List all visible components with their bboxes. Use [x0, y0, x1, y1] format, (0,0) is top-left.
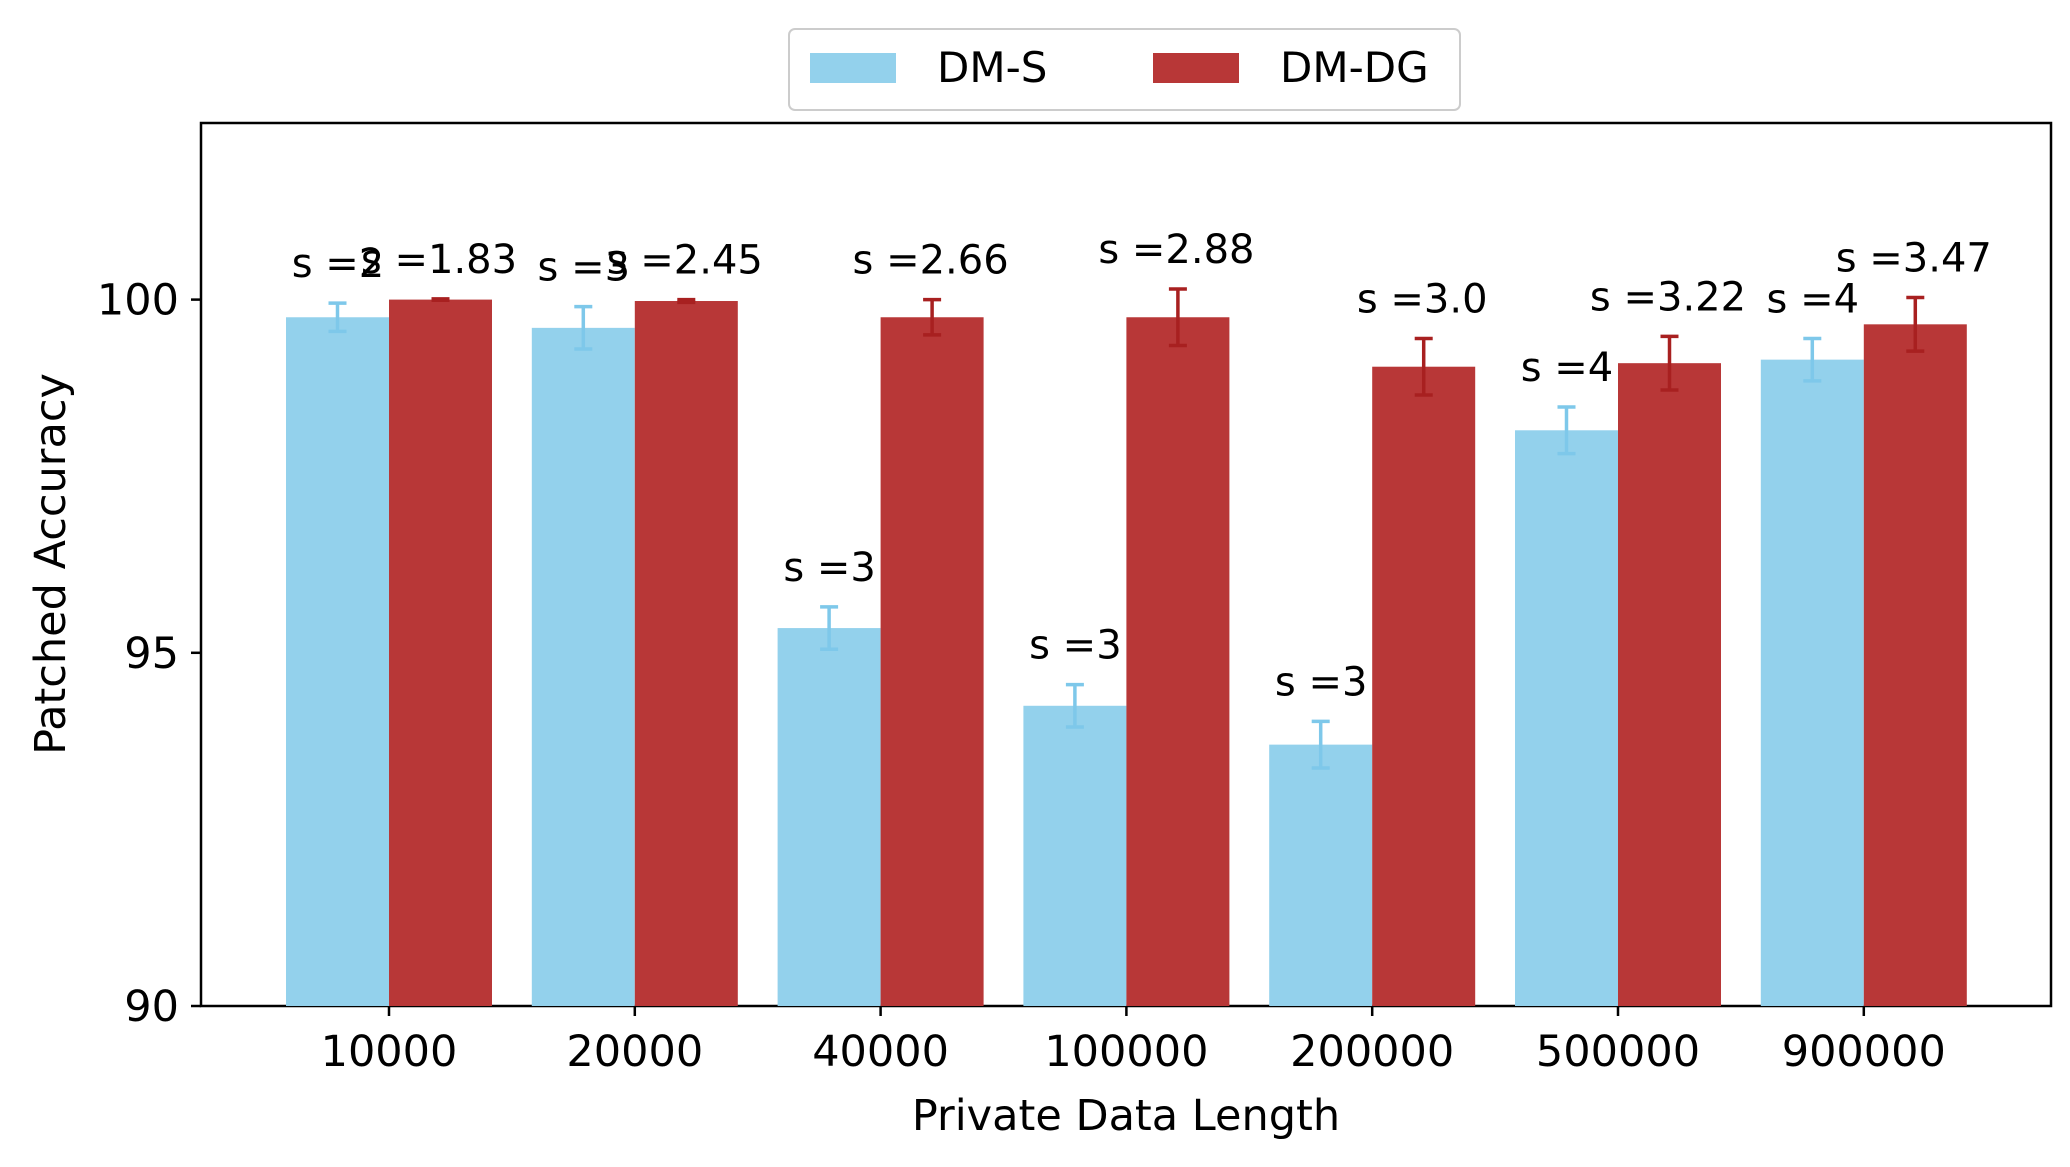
- annotation-dm-dg-900000: s =3.47: [1836, 235, 1992, 281]
- annotation-dm-dg-200000: s =3.0: [1357, 276, 1488, 322]
- bar-dm-s-20000: [531, 327, 635, 1007]
- annotation-dm-s-200000: s =3: [1275, 659, 1368, 705]
- x-axis-title: Private Data Length: [912, 1091, 1340, 1141]
- x-tick-label-200000: 200000: [1290, 1027, 1454, 1077]
- bar-dm-s-900000: [1760, 359, 1864, 1006]
- legend-label-dm-s: DM-S: [937, 43, 1047, 92]
- legend-swatch-dm-dg: [1153, 53, 1239, 83]
- y-tick-label-95: 95: [124, 629, 179, 679]
- annotation-dm-dg-500000: s =3.22: [1590, 274, 1746, 320]
- bar-dm-s-10000: [286, 317, 389, 1006]
- annotation-dm-dg-100000: s =2.88: [1098, 227, 1254, 273]
- bar-dm-s-500000: [1515, 430, 1618, 1006]
- y-tick-label-100: 100: [97, 276, 179, 326]
- legend: DM-S DM-DG: [788, 28, 1461, 111]
- annotation-dm-s-100000: s =3: [1029, 623, 1122, 669]
- x-tick-label-100000: 100000: [1044, 1027, 1208, 1077]
- bar-dm-dg-40000: [880, 317, 984, 1006]
- annotation-dm-s-20000: s =3: [538, 245, 631, 291]
- annotation-dm-s-10000: s =2: [292, 241, 385, 287]
- annotation-dm-dg-20000: s =2.45: [607, 238, 763, 284]
- bar-dm-s-200000: [1269, 744, 1373, 1006]
- bar-dm-s-100000: [1023, 705, 1127, 1006]
- bar-dm-dg-100000: [1126, 317, 1230, 1006]
- legend-swatch-dm-s: [810, 53, 896, 83]
- x-tick-label-20000: 20000: [566, 1027, 703, 1077]
- annotation-dm-s-900000: s =4: [1767, 276, 1860, 322]
- x-tick-label-500000: 500000: [1536, 1027, 1700, 1077]
- bar-dm-dg-10000: [389, 299, 492, 1007]
- y-tick-label-90: 90: [124, 982, 179, 1032]
- legend-frame: [788, 28, 1461, 111]
- x-tick-label-10000: 10000: [321, 1027, 458, 1077]
- annotation-dm-dg-10000: s =1.83: [361, 237, 517, 283]
- bar-dm-dg-500000: [1618, 363, 1721, 1006]
- x-tick-label-900000: 900000: [1782, 1027, 1946, 1077]
- annotation-dm-s-40000: s =3: [783, 545, 876, 591]
- bar-dm-dg-20000: [634, 301, 738, 1006]
- annotation-dm-s-500000: s =4: [1521, 345, 1614, 391]
- bar-dm-dg-900000: [1863, 324, 1967, 1007]
- annotation-dm-dg-40000: s =2.66: [853, 238, 1009, 284]
- y-axis-title: Patched Accuracy: [26, 373, 76, 755]
- bar-dm-s-40000: [777, 628, 881, 1006]
- bar-dm-dg-200000: [1372, 366, 1476, 1006]
- legend-label-dm-dg: DM-DG: [1280, 43, 1429, 92]
- x-tick-label-40000: 40000: [812, 1027, 949, 1077]
